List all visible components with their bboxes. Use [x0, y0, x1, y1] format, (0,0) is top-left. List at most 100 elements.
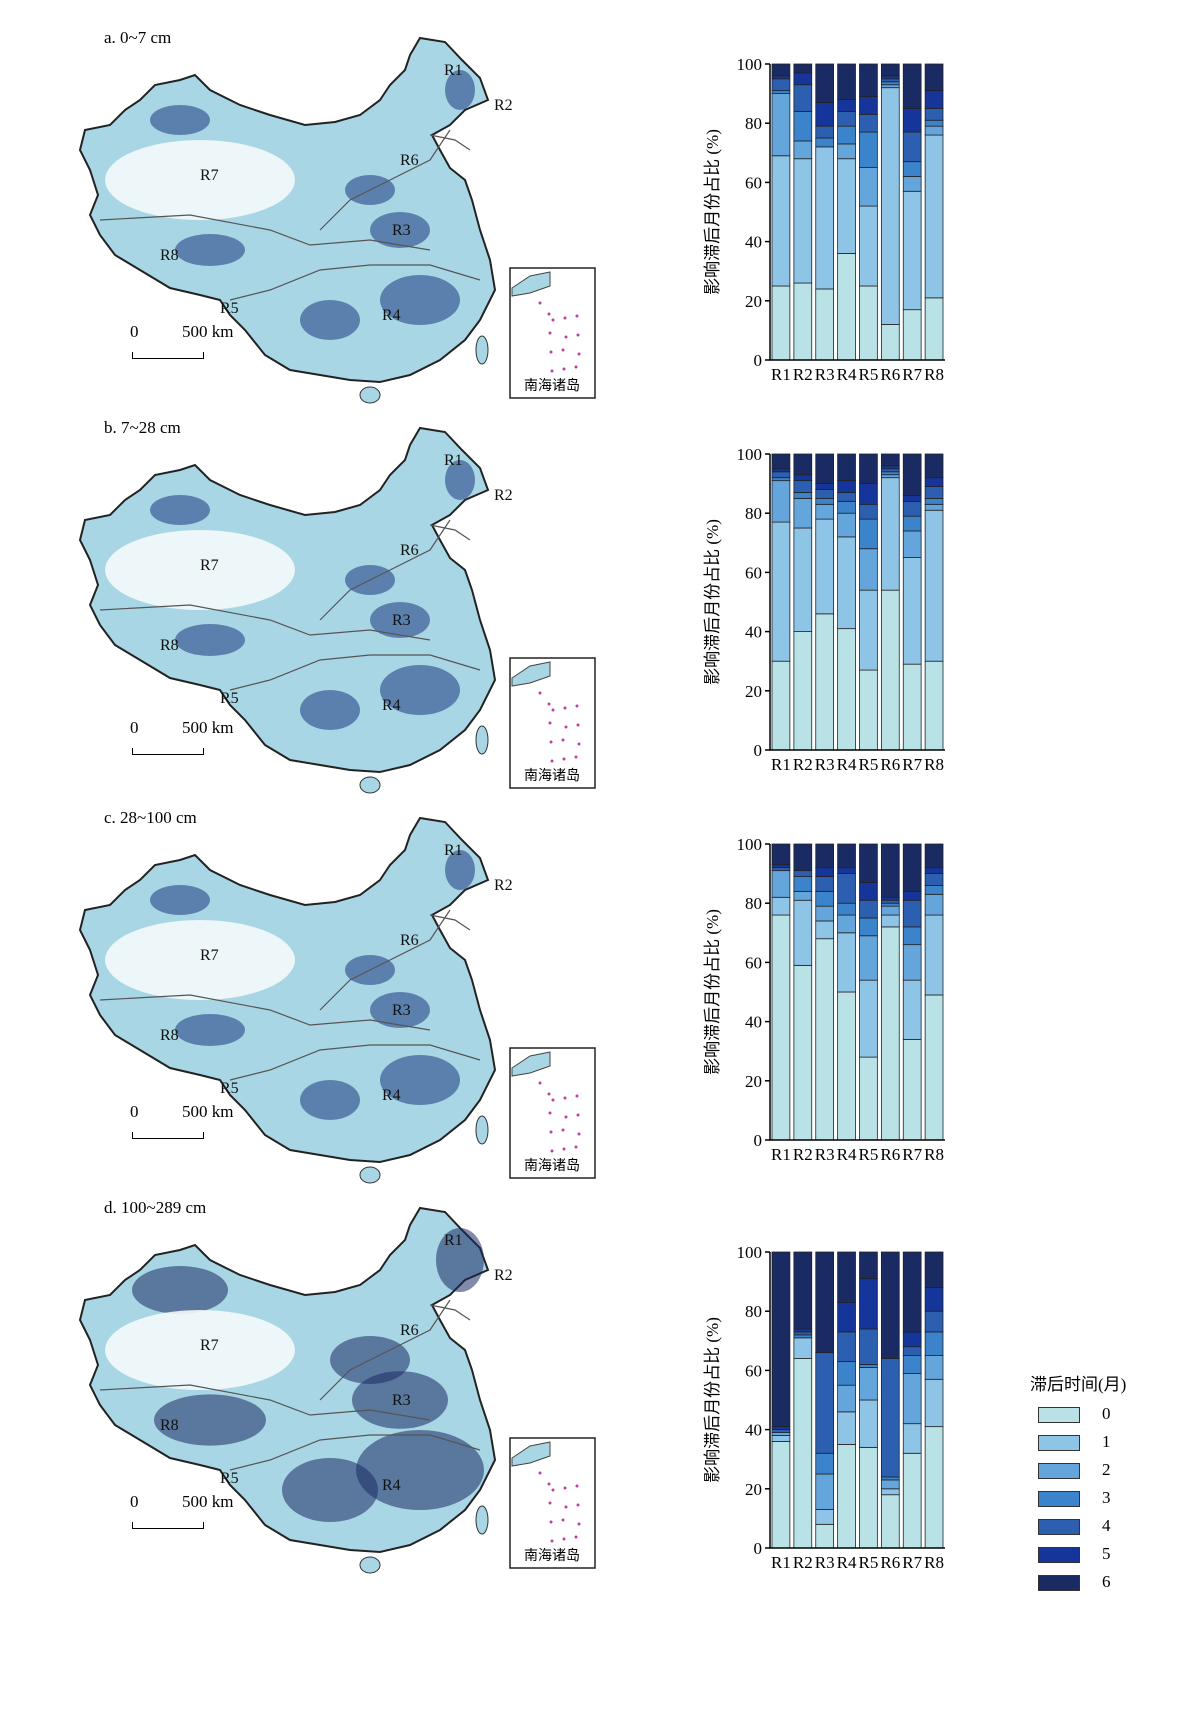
x-tick-label: R8 [924, 1553, 944, 1572]
panel-label: a. 0~7 cm [104, 28, 172, 47]
bar-segment [837, 125, 856, 145]
region-label-r7: R7 [200, 167, 219, 184]
inset-island-dot [550, 1149, 554, 1153]
bar-segment [902, 1331, 922, 1348]
desert-area [105, 920, 295, 1000]
bar-segment [793, 527, 813, 632]
panel-d: d. 100~289 cm R1 R2 R3 R4 R5 R6 R7 R8 南海诸岛 0 500 km… [0, 1180, 1198, 1610]
x-tick-label: R1 [771, 1553, 791, 1572]
x-tick-label: R8 [924, 365, 944, 384]
x-tick-label: R8 [924, 755, 944, 774]
bar-segment [859, 285, 878, 361]
bar-segment [924, 498, 944, 505]
bar-segment [837, 536, 856, 630]
inset-island-dot [563, 1486, 567, 1490]
region-boundary [229, 1434, 481, 1471]
bar-segment [837, 932, 856, 993]
bar-segment [924, 885, 944, 895]
bar-segment [793, 1328, 813, 1333]
bar-segment [771, 1426, 791, 1430]
y-tick-label: 80 [745, 114, 762, 133]
bar-segment [902, 1355, 922, 1374]
y-axis-label: 影响滞后月份占比 (%) [703, 519, 722, 685]
y-tick-label: 0 [754, 351, 763, 370]
inset-island-dot [538, 691, 542, 695]
bar-segment [859, 131, 878, 169]
bar-segment [771, 896, 791, 916]
bar-segment [859, 548, 878, 591]
region-label-r4: R4 [382, 697, 401, 714]
bar-segment [859, 843, 878, 883]
lag-patch [132, 1266, 228, 1314]
scale-line [132, 1522, 204, 1529]
scale-bar: 0 500 km [120, 718, 270, 758]
inset-island-dot [538, 301, 542, 305]
lag-patch [150, 105, 210, 135]
region-boundary [319, 519, 451, 621]
bar-segment [902, 108, 922, 133]
china-map: R1 R2 R3 R4 R5 R6 R7 R8 南海诸岛 [78, 36, 596, 404]
bar-segment [880, 75, 900, 80]
bar-segment [793, 1251, 813, 1330]
bar-segment [902, 1423, 922, 1454]
desert-area [105, 1310, 295, 1390]
inset-island-dot [548, 721, 552, 725]
panel-a: a. 0~7 cm R1 R2 R3 R4 R5 R6 R7 R8 南海诸岛 0 500 km 影响滞后… [0, 10, 1198, 440]
bar-segment [880, 1358, 900, 1478]
bar-segment [837, 99, 856, 112]
panel-label: b. 7~28 cm [104, 418, 181, 437]
bar-segment [859, 167, 878, 207]
bar-segment [880, 902, 900, 907]
y-axis-label: 影响滞后月份占比 (%) [703, 909, 722, 1075]
lag-patch [370, 212, 430, 248]
x-tick-label: R5 [859, 1553, 879, 1572]
bar-segment [815, 1473, 835, 1510]
legend-swatch [1038, 1547, 1080, 1563]
bar-segment [924, 1310, 944, 1333]
bar-segment [924, 873, 944, 886]
stacked-bar-chart: 影响滞后月份占比 (%) R1 R2 R3 R4 R5 R6 R7 R8 0 20 40 60 80 100 [703, 1243, 945, 1572]
bar-segment [771, 468, 791, 473]
bar-segment [880, 1476, 900, 1481]
bar-segment [924, 477, 944, 487]
bar-segment [880, 84, 900, 89]
bar-segment [902, 131, 922, 163]
bar-segment [815, 503, 835, 520]
scale-line [132, 1132, 204, 1139]
bar-segment [902, 944, 922, 981]
lag-patch [445, 460, 475, 500]
region-boundary [99, 604, 431, 641]
y-axis-label: 影响滞后月份占比 (%) [703, 1317, 722, 1483]
bar-segment [902, 890, 922, 901]
inset-island-dot [548, 1501, 552, 1505]
bar-segment [924, 1378, 944, 1428]
bar-segment [924, 1331, 944, 1356]
bar-segment [902, 530, 922, 558]
bar-segment [793, 480, 813, 493]
region-boundary [319, 909, 451, 1011]
inset-island-dot [576, 1113, 580, 1117]
lag-patch [370, 992, 430, 1028]
lag-patch [380, 1055, 460, 1105]
y-tick-label: 100 [737, 1243, 763, 1262]
hainan-island [359, 776, 381, 794]
bar-segment [859, 1056, 878, 1141]
inset-island-dot [574, 1535, 578, 1539]
bar-segment [880, 465, 900, 470]
china-map: R1 R2 R3 R4 R5 R6 R7 R8 南海诸岛 [78, 816, 596, 1184]
bar-segment [924, 1355, 944, 1380]
taiwan-island [475, 725, 489, 755]
bar-segment [859, 979, 878, 1058]
bar-segment [793, 1337, 813, 1359]
bar-segment [793, 110, 813, 142]
y-tick-label: 20 [745, 292, 762, 311]
y-tick-label: 40 [745, 1013, 762, 1032]
region-label-r8: R8 [160, 637, 179, 654]
inset-label: 南海诸岛 [524, 1548, 580, 1564]
desert-area [105, 530, 295, 610]
desert-area [105, 140, 295, 220]
hainan-island [359, 1556, 381, 1574]
bar-segment [902, 663, 922, 751]
taiwan-island [475, 1505, 489, 1535]
scale-start-label: 0 [130, 1492, 139, 1511]
